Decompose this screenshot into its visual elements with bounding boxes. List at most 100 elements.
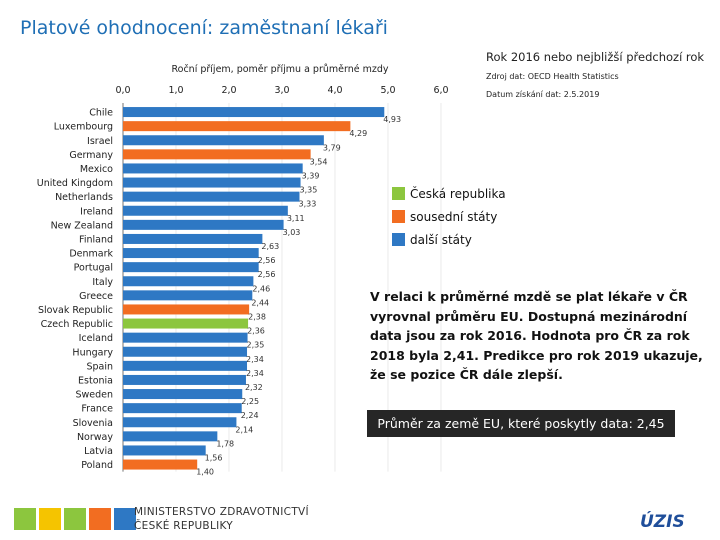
bar bbox=[123, 121, 351, 132]
data-label: 2,46 bbox=[252, 284, 270, 293]
bar bbox=[123, 389, 243, 400]
bar bbox=[123, 304, 250, 315]
slide-title: Platové ohodnocení: zaměstnaní lékaři bbox=[20, 17, 388, 39]
data-label: 2,56 bbox=[258, 270, 276, 279]
category-label: United Kingdom bbox=[37, 178, 113, 189]
bar bbox=[123, 177, 301, 188]
bar bbox=[123, 445, 206, 456]
ministry-line-1: MINISTERSTVO ZDRAVOTNICTVÍ bbox=[134, 506, 309, 518]
category-label: Slovak Republic bbox=[38, 305, 113, 316]
chart-legend: Česká republika sousední státy další stá… bbox=[392, 182, 506, 251]
category-label: Luxembourg bbox=[54, 122, 113, 133]
category-label: Portugal bbox=[74, 263, 113, 274]
bar bbox=[123, 219, 284, 230]
category-label: Iceland bbox=[79, 333, 113, 344]
data-date: Datum získání dat: 2.5.2019 bbox=[486, 90, 600, 99]
legend-label-cz: Česká republika bbox=[410, 186, 506, 201]
data-label: 2,44 bbox=[251, 298, 269, 307]
x-tick-label: 6,0 bbox=[433, 85, 448, 96]
bar bbox=[123, 149, 311, 160]
logo-icon-orange bbox=[89, 508, 111, 530]
data-label: 3,11 bbox=[287, 214, 305, 223]
data-label: 3,35 bbox=[300, 186, 318, 195]
data-label: 2,36 bbox=[247, 327, 265, 336]
data-source: Zdroj dat: OECD Health Statistics bbox=[486, 72, 619, 81]
bar bbox=[123, 276, 254, 287]
bar bbox=[123, 332, 248, 343]
category-label: Germany bbox=[69, 150, 113, 161]
legend-swatch-neighbor bbox=[392, 210, 405, 223]
data-label: 1,78 bbox=[216, 439, 234, 448]
ministry-logo-text: MINISTERSTVO ZDRAVOTNICTVÍ ČESKÉ REPUBLI… bbox=[134, 505, 309, 533]
data-label: 2,35 bbox=[247, 341, 265, 350]
period-title: Rok 2016 nebo nejbližší předchozí rok bbox=[486, 50, 705, 64]
data-label: 1,40 bbox=[196, 468, 214, 477]
data-label: 2,24 bbox=[241, 411, 259, 420]
bar bbox=[123, 233, 263, 244]
data-label: 3,79 bbox=[323, 143, 341, 152]
category-label: Latvia bbox=[84, 446, 113, 457]
category-label: Spain bbox=[86, 361, 113, 372]
category-label: Israel bbox=[87, 136, 113, 147]
data-label: 3,33 bbox=[298, 200, 316, 209]
legend-item-other: další státy bbox=[392, 228, 506, 251]
data-label: 2,34 bbox=[246, 355, 264, 364]
bar bbox=[123, 459, 198, 470]
category-label: Greece bbox=[79, 291, 113, 302]
logo-icon-blue bbox=[114, 508, 136, 530]
category-label: France bbox=[81, 404, 113, 415]
x-tick-label: 1,0 bbox=[168, 85, 183, 96]
category-label: Estonia bbox=[78, 375, 113, 386]
data-label: 2,38 bbox=[248, 312, 266, 321]
x-tick-label: 5,0 bbox=[380, 85, 395, 96]
category-label: Ireland bbox=[80, 206, 113, 217]
legend-label-other: další státy bbox=[410, 232, 472, 247]
category-label: New Zealand bbox=[51, 220, 113, 231]
category-label: Chile bbox=[89, 108, 113, 119]
x-tick-label: 3,0 bbox=[274, 85, 289, 96]
category-label: Czech Republic bbox=[41, 319, 113, 330]
bar bbox=[123, 417, 237, 428]
data-label: 2,25 bbox=[241, 397, 259, 406]
legend-item-cz: Česká republika bbox=[392, 182, 506, 205]
data-label: 4,93 bbox=[383, 115, 401, 124]
legend-swatch-cz bbox=[392, 187, 405, 200]
bar bbox=[123, 403, 242, 414]
category-label: Denmark bbox=[69, 249, 113, 260]
data-label: 2,63 bbox=[261, 242, 279, 251]
category-label: Poland bbox=[81, 460, 113, 471]
bar bbox=[123, 262, 259, 273]
logo-icon-green bbox=[14, 508, 36, 530]
bar bbox=[123, 205, 288, 216]
category-label: Sweden bbox=[75, 390, 113, 401]
logo-icon-green-2 bbox=[64, 508, 86, 530]
data-label: 4,29 bbox=[349, 129, 367, 138]
bar bbox=[123, 360, 248, 371]
x-tick-label: 0,0 bbox=[115, 85, 130, 96]
data-label: 2,14 bbox=[235, 425, 253, 434]
bar bbox=[123, 346, 248, 357]
category-label: Italy bbox=[92, 277, 113, 288]
data-label: 1,56 bbox=[205, 453, 223, 462]
bar bbox=[123, 191, 300, 202]
data-label: 2,56 bbox=[258, 256, 276, 265]
category-label: Hungary bbox=[72, 347, 113, 358]
category-label: Slovenia bbox=[73, 418, 113, 429]
ministry-line-2: ČESKÉ REPUBLIKY bbox=[134, 520, 234, 532]
bar bbox=[123, 374, 246, 385]
data-label: 3,39 bbox=[302, 171, 320, 180]
bar bbox=[123, 163, 303, 174]
bar bbox=[123, 248, 259, 259]
category-label: Mexico bbox=[80, 164, 113, 175]
x-tick-label: 2,0 bbox=[221, 85, 236, 96]
legend-label-neighbor: sousední státy bbox=[410, 209, 498, 224]
data-label: 3,03 bbox=[283, 228, 301, 237]
x-tick-label: 4,0 bbox=[327, 85, 342, 96]
data-label: 2,32 bbox=[245, 383, 263, 392]
data-label: 3,54 bbox=[310, 157, 328, 166]
bar bbox=[123, 135, 324, 146]
data-label: 2,34 bbox=[246, 369, 264, 378]
category-label: Finland bbox=[79, 234, 113, 245]
bar bbox=[123, 107, 385, 118]
bar bbox=[123, 290, 253, 301]
